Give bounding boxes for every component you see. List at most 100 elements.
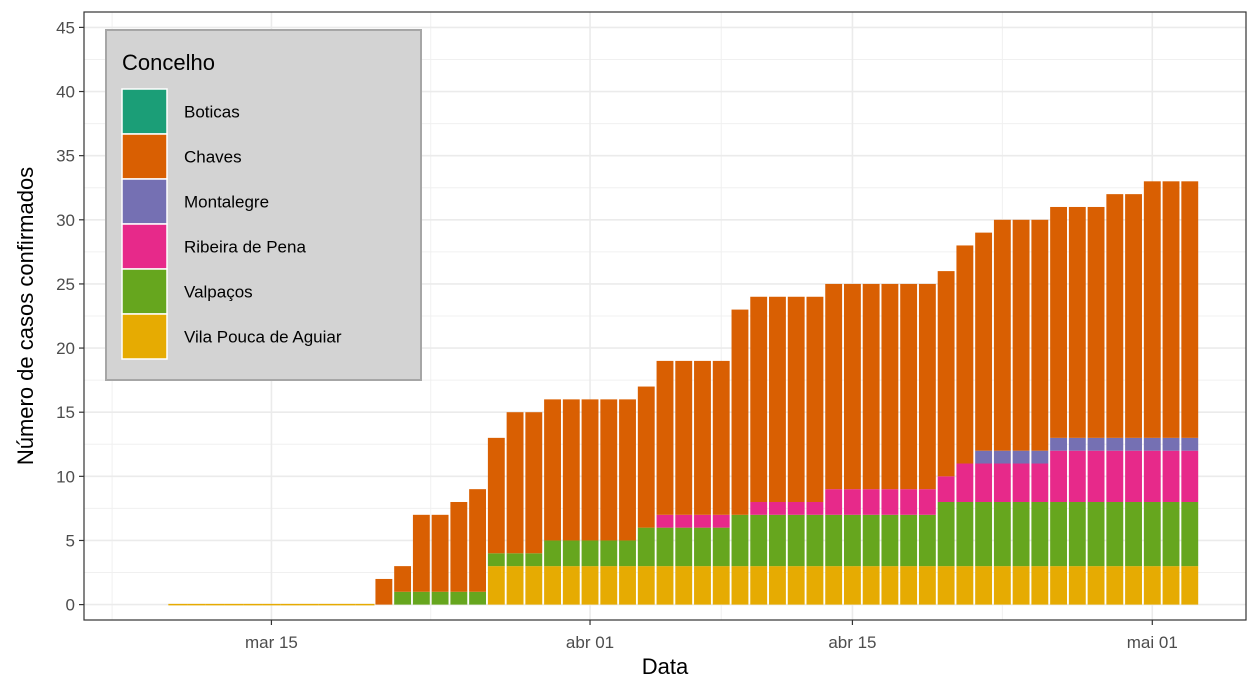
bar-segment-valpa-os xyxy=(937,501,955,567)
bar-segment-chaves xyxy=(694,360,711,515)
bar-segment-montalegre xyxy=(993,450,1011,464)
bar-segment-chaves xyxy=(600,399,618,541)
bar-segment-ribeira-de-pena xyxy=(918,489,936,515)
bar-segment-montalegre xyxy=(1012,450,1030,464)
bar-segment-vila-pouca-de-aguiar xyxy=(918,566,936,605)
bar-segment-ribeira-de-pena xyxy=(694,514,711,528)
legend-label: Montalegre xyxy=(184,193,269,212)
bar-segment-chaves xyxy=(900,283,918,490)
legend-key-vila-pouca-de-aguiar xyxy=(121,313,168,360)
bar-segment-vila-pouca-de-aguiar xyxy=(487,566,505,605)
bar-segment-valpa-os xyxy=(1050,501,1068,567)
bar-segment-vila-pouca-de-aguiar xyxy=(637,566,655,605)
bar-segment-ribeira-de-pena xyxy=(956,463,974,502)
bar-segment-vila-pouca-de-aguiar xyxy=(712,566,730,605)
bar-segment-valpa-os xyxy=(656,527,674,567)
bar-segment-montalegre xyxy=(1125,437,1142,451)
bar-segment-chaves xyxy=(918,283,936,490)
bar-segment-ribeira-de-pena xyxy=(1125,450,1142,502)
bar-segment-chaves xyxy=(787,296,805,502)
legend-key-chaves xyxy=(121,133,168,180)
bar-segment-valpa-os xyxy=(806,514,824,567)
bar-segment-vila-pouca-de-aguiar xyxy=(1181,566,1199,605)
bar-segment-ribeira-de-pena xyxy=(1181,450,1199,502)
bar-segment-vila-pouca-de-aguiar xyxy=(581,566,599,605)
bar-segment-valpa-os xyxy=(469,591,487,605)
x-axis-title: Data xyxy=(642,654,689,679)
bar-segment-chaves xyxy=(1181,181,1199,438)
bars-layer xyxy=(168,181,1199,606)
bar-segment-chaves xyxy=(637,386,655,528)
x-axis: mar 15 abr 01 abr 15 mai 01 xyxy=(245,620,1178,652)
bar-segment-chaves xyxy=(562,399,580,541)
x-tick-label: abr 15 xyxy=(828,633,876,652)
bar-segment-vila-pouca-de-aguiar xyxy=(956,566,974,605)
y-tick-label: 10 xyxy=(56,467,75,486)
bar-segment-chaves xyxy=(1031,219,1049,451)
bar-segment-valpa-os xyxy=(544,540,561,567)
bar-segment-valpa-os xyxy=(956,501,974,567)
bar-segment-chaves xyxy=(1125,194,1142,438)
bar-segment-chaves xyxy=(525,412,543,554)
bar-segment-vila-pouca-de-aguiar xyxy=(862,566,880,605)
bar-segment-vila-pouca-de-aguiar xyxy=(1143,566,1161,605)
plot-panel-border xyxy=(83,11,1247,621)
bar-segment-valpa-os xyxy=(1143,501,1161,567)
bar-segment-chaves xyxy=(544,399,561,541)
bar-segment-montalegre xyxy=(1050,437,1068,451)
bar-segment-ribeira-de-pena xyxy=(656,514,674,528)
bar-segment-valpa-os xyxy=(1068,501,1086,567)
bar-segment-ribeira-de-pena xyxy=(1162,450,1180,502)
bar-segment-vila-pouca-de-aguiar xyxy=(900,566,918,605)
bar-segment-vila-pouca-de-aguiar xyxy=(506,566,524,605)
bar-segment-valpa-os xyxy=(562,540,580,567)
y-tick-label: 20 xyxy=(56,339,75,358)
legend-key-boticas xyxy=(121,88,168,135)
bar-segment-vila-pouca-de-aguiar xyxy=(1106,566,1124,605)
bar-segment-chaves xyxy=(1012,219,1030,451)
legend-label: Valpaços xyxy=(184,283,253,302)
x-tick-label: mai 01 xyxy=(1127,633,1178,652)
bar-segment-chaves xyxy=(375,578,393,605)
bar-segment-ribeira-de-pena xyxy=(937,476,955,502)
bar-segment-valpa-os xyxy=(675,527,693,567)
bar-segment-ribeira-de-pena xyxy=(1012,463,1030,502)
bar-segment-vila-pouca-de-aguiar xyxy=(937,566,955,605)
bar-segment-ribeira-de-pena xyxy=(862,489,880,515)
bar-segment-vila-pouca-de-aguiar xyxy=(694,566,711,605)
bar-segment-ribeira-de-pena xyxy=(806,501,824,515)
bar-segment-chaves xyxy=(881,283,899,490)
bar-segment-ribeira-de-pena xyxy=(881,489,899,515)
bar-segment-vila-pouca-de-aguiar xyxy=(1125,566,1142,605)
bar-segment-ribeira-de-pena xyxy=(675,514,693,528)
bar-segment-valpa-os xyxy=(637,527,655,567)
bar-segment-vila-pouca-de-aguiar xyxy=(562,566,580,605)
bar-segment-vila-pouca-de-aguiar xyxy=(600,566,618,605)
bar-segment-valpa-os xyxy=(731,514,749,567)
bar-segment-chaves xyxy=(937,271,955,477)
bar-segment-chaves xyxy=(975,232,993,451)
legend-key-ribeira-de-pena xyxy=(121,223,168,270)
bar-segment-montalegre xyxy=(1106,437,1124,451)
bar-segment-valpa-os xyxy=(712,527,730,567)
y-axis-title: Número de casos confirmados xyxy=(13,167,38,465)
x-tick-label: abr 01 xyxy=(566,633,614,652)
legend-key-valpa-os xyxy=(121,268,168,315)
bar-segment-valpa-os xyxy=(506,553,524,567)
bar-segment-chaves xyxy=(956,245,974,464)
bar-segment-ribeira-de-pena xyxy=(1050,450,1068,502)
bar-segment-ribeira-de-pena xyxy=(712,514,730,528)
bar-segment-valpa-os xyxy=(619,540,636,567)
bar-segment-chaves xyxy=(750,296,768,502)
bar-segment-valpa-os xyxy=(412,591,430,605)
bar-segment-valpa-os xyxy=(993,501,1011,567)
bar-segment-vila-pouca-de-aguiar xyxy=(1031,566,1049,605)
bar-segment-chaves xyxy=(431,514,449,592)
bar-segment-valpa-os xyxy=(881,514,899,567)
bar-segment-valpa-os xyxy=(394,591,412,605)
bar-segment-valpa-os xyxy=(843,514,861,567)
bar-segment-chaves xyxy=(619,399,636,541)
y-tick-label: 15 xyxy=(56,403,75,422)
legend-label: Ribeira de Pena xyxy=(184,238,306,257)
